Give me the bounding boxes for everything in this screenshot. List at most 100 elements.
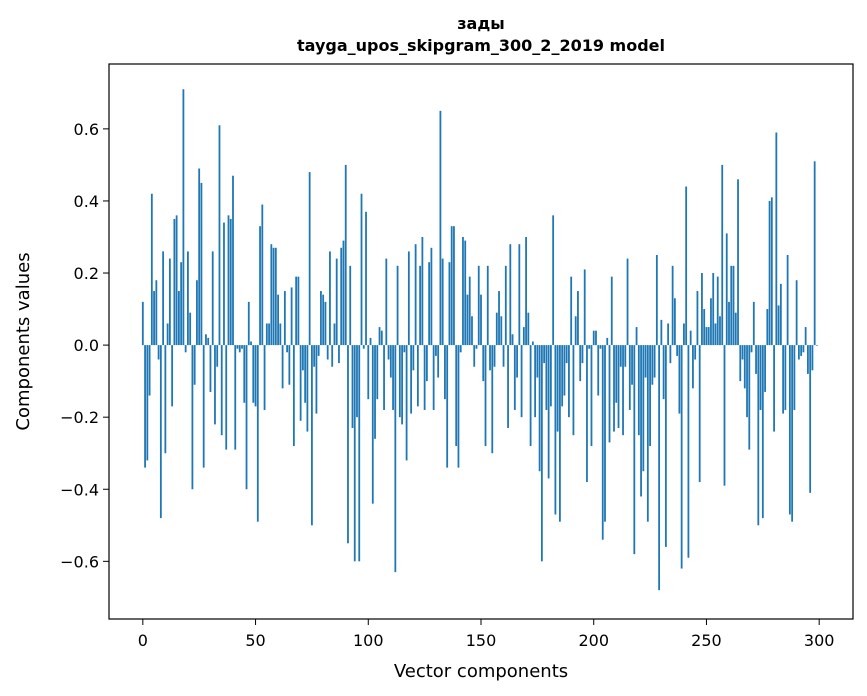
bar (737, 179, 739, 346)
bar (698, 345, 701, 483)
bar (252, 345, 255, 403)
bar (518, 244, 521, 346)
bar (315, 345, 318, 414)
bar (430, 247, 433, 346)
bar (572, 345, 575, 436)
y-tick-label: −0.2 (60, 408, 99, 427)
bar (773, 345, 775, 432)
bar (281, 345, 284, 389)
bar (728, 301, 730, 346)
bar (209, 345, 212, 392)
bar (153, 291, 155, 346)
bar (311, 345, 313, 526)
bar (223, 222, 225, 346)
bar (441, 258, 444, 346)
bar (511, 334, 514, 346)
bar (577, 291, 579, 346)
bar (464, 240, 467, 346)
bar (516, 345, 518, 378)
bar (608, 345, 611, 443)
bar (277, 294, 279, 346)
bar (279, 323, 282, 346)
bar (220, 345, 223, 436)
bar (531, 341, 534, 346)
bar (556, 345, 559, 432)
bar (807, 345, 809, 374)
bar (615, 345, 618, 403)
bar (633, 345, 636, 555)
bar (401, 345, 403, 425)
bar (243, 345, 246, 403)
bar (610, 276, 613, 346)
bar (159, 345, 162, 519)
bar (786, 255, 789, 346)
bar (766, 309, 769, 346)
bar (385, 258, 388, 346)
bar (784, 345, 787, 410)
bar (396, 265, 399, 346)
bar (403, 345, 406, 353)
bar (712, 273, 715, 346)
bar (635, 327, 638, 346)
bar (613, 345, 615, 432)
bar (809, 345, 812, 493)
bar (292, 345, 295, 447)
y-tick-label: 0.4 (74, 192, 99, 211)
bar (520, 345, 523, 418)
bar (554, 345, 557, 515)
bar (196, 280, 198, 346)
bar (710, 298, 712, 346)
bar (755, 345, 757, 374)
bar (378, 327, 381, 346)
bar (193, 345, 196, 385)
bar (599, 345, 602, 349)
bar (759, 345, 762, 410)
bar (329, 251, 331, 346)
bar (770, 197, 773, 346)
bar (540, 345, 543, 562)
bar (757, 345, 760, 526)
bar (811, 345, 814, 371)
bar (283, 291, 286, 346)
y-tick-label: −0.4 (60, 480, 99, 499)
bar (416, 345, 419, 407)
bar (748, 345, 751, 450)
bar (407, 251, 410, 346)
bar (177, 291, 180, 346)
bar (362, 345, 365, 349)
bar (746, 345, 748, 418)
bar (624, 345, 627, 367)
bar (410, 345, 413, 414)
bar (453, 226, 455, 346)
bar (272, 247, 275, 346)
bar (326, 345, 329, 360)
bar (574, 316, 577, 346)
bar (457, 345, 460, 468)
bar (590, 345, 593, 447)
bar (462, 236, 464, 346)
bar (459, 345, 462, 353)
bar (358, 345, 361, 562)
bar (486, 265, 489, 346)
bar (743, 345, 746, 389)
bar (804, 327, 807, 346)
bar (802, 345, 805, 353)
chart-subtitle: tayga_upos_skipgram_300_2_2019 model (297, 36, 665, 55)
bar (707, 327, 710, 346)
bar (559, 345, 561, 522)
bar (144, 345, 146, 468)
bar (719, 316, 721, 346)
bar (619, 345, 622, 367)
bar (405, 345, 408, 461)
bar (795, 280, 798, 346)
bar (788, 345, 791, 515)
bar (694, 345, 697, 360)
bar (653, 345, 656, 378)
bar (225, 345, 228, 450)
bar (538, 345, 541, 472)
bar (480, 294, 482, 346)
bar (500, 316, 503, 346)
bar (187, 251, 189, 346)
bar (705, 327, 708, 346)
bar (570, 276, 573, 346)
